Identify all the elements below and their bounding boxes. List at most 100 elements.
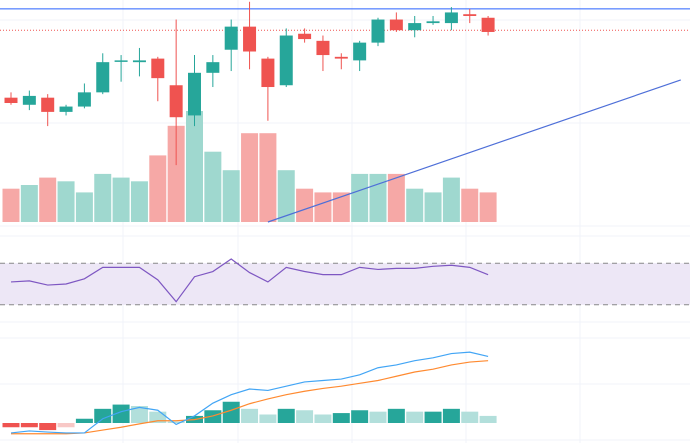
- volume-bars: [2, 111, 497, 222]
- candle-body: [408, 23, 422, 31]
- macd-histogram-bar: [479, 415, 497, 423]
- candle: [22, 90, 36, 111]
- candle: [59, 104, 73, 116]
- candle: [426, 15, 440, 25]
- volume-bar: [149, 155, 167, 222]
- volume-bar: [387, 173, 405, 222]
- volume-bar: [75, 192, 93, 222]
- candle: [463, 8, 477, 24]
- macd-histogram-bar: [259, 414, 277, 423]
- volume-bar: [222, 170, 240, 222]
- volume-bar: [461, 188, 479, 222]
- candle: [132, 47, 146, 77]
- candle-body: [206, 62, 220, 73]
- candle-body: [59, 106, 73, 112]
- candle: [334, 53, 348, 70]
- macd-histogram-bar: [332, 413, 350, 423]
- macd-histogram-bar: [406, 411, 424, 423]
- price-panel: [0, 1, 690, 223]
- candle: [444, 7, 458, 31]
- macd-histogram-bar: [314, 414, 332, 423]
- candle-body: [114, 60, 128, 62]
- candle-body: [334, 56, 348, 59]
- macd-histogram-bar: [2, 423, 20, 428]
- candle-body: [298, 33, 312, 40]
- candle-body: [353, 42, 367, 61]
- macd-histogram-bar: [424, 411, 442, 423]
- macd-histogram-bar: [57, 423, 75, 428]
- macd-histogram-bar: [20, 423, 38, 428]
- volume-bar: [57, 181, 75, 222]
- rsi-panel: [0, 258, 690, 306]
- candle: [114, 55, 128, 82]
- macd-histogram-bar: [351, 410, 369, 423]
- macd-histogram-bar: [296, 410, 314, 423]
- volume-bar: [406, 188, 424, 222]
- rsi-line: [10, 258, 489, 303]
- candle: [77, 83, 91, 109]
- candle: [481, 15, 495, 36]
- macd-histogram-bar: [130, 406, 148, 423]
- volume-bar: [442, 177, 460, 222]
- signal-line: [11, 360, 489, 435]
- volume-bar: [259, 133, 277, 222]
- volume-bar: [112, 177, 130, 222]
- candle-body: [389, 19, 403, 31]
- candle-body: [96, 62, 110, 93]
- macd-histogram-bar: [149, 411, 167, 423]
- macd-histogram-bar: [75, 418, 93, 423]
- candle: [261, 56, 275, 121]
- volume-bar: [167, 125, 185, 222]
- macd-histogram-bar: [222, 401, 240, 423]
- candle-body: [169, 85, 183, 118]
- candle-body: [77, 92, 91, 107]
- candle-body: [371, 19, 385, 43]
- candle: [298, 28, 312, 43]
- candle: [169, 19, 183, 166]
- macd-histogram-bar: [277, 408, 295, 423]
- candle-body: [463, 14, 477, 16]
- candle: [151, 56, 165, 102]
- candle: [408, 15, 422, 38]
- volume-bar: [204, 151, 222, 222]
- macd-histogram-bar: [39, 423, 57, 431]
- candle-body: [151, 58, 165, 79]
- candle: [224, 19, 238, 72]
- volume-bar: [241, 133, 259, 222]
- volume-bar: [39, 177, 57, 222]
- macd-histogram-bar: [442, 408, 460, 423]
- candle: [279, 28, 293, 88]
- volume-bar: [130, 181, 148, 222]
- rsi-band: [0, 263, 690, 305]
- macd-histogram-bar: [461, 411, 479, 423]
- candle-body: [22, 95, 36, 105]
- candle: [243, 1, 257, 70]
- volume-bar: [2, 188, 20, 222]
- volume-bar: [186, 111, 203, 222]
- candle-body: [316, 40, 330, 56]
- candle: [371, 17, 385, 47]
- macd-histogram-bar: [167, 421, 185, 423]
- volume-bar: [20, 185, 38, 222]
- macd-histogram-bar: [241, 408, 259, 423]
- candle: [316, 35, 330, 72]
- macd-histogram-bar: [387, 408, 405, 423]
- candle-body: [41, 97, 55, 112]
- volume-bar: [332, 192, 350, 222]
- candle-body: [243, 26, 257, 52]
- candle: [188, 55, 201, 127]
- macd-line: [10, 351, 489, 434]
- volume-bar: [314, 192, 332, 222]
- candle-body: [481, 17, 495, 32]
- macd-histogram-bar: [112, 404, 130, 423]
- candle-body: [261, 58, 275, 88]
- macd-histogram-bar: [94, 408, 112, 423]
- candle: [389, 12, 403, 32]
- candle: [353, 40, 367, 72]
- macd-panel: [2, 351, 497, 435]
- candle: [41, 94, 55, 127]
- volume-bar: [424, 192, 442, 222]
